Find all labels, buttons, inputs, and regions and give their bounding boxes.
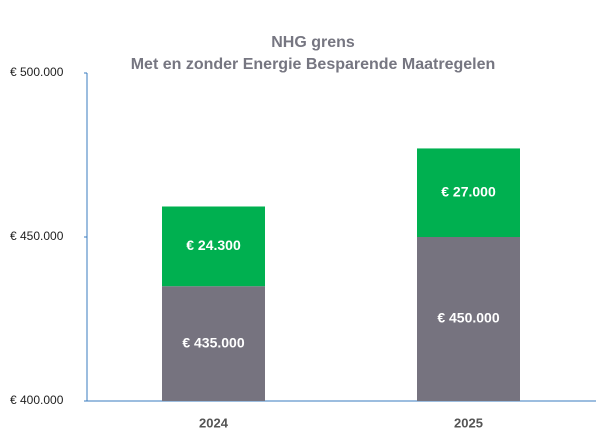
bar-segment: [417, 237, 520, 401]
chart-subtitle: Met en zonder Energie Besparende Maatreg…: [131, 56, 496, 73]
y-tick-label: € 400.000: [10, 393, 64, 407]
y-tick-label: € 450.000: [10, 229, 64, 243]
chart-title: NHG grens: [271, 34, 355, 51]
bar-segment: [162, 286, 265, 401]
x-tick-label: 2025: [454, 415, 483, 430]
value-label: € 450.000: [437, 310, 499, 326]
bar-segment: [417, 148, 520, 237]
bar-segment: [162, 206, 265, 287]
y-tick-label: € 500.000: [10, 65, 64, 79]
value-label: € 24.300: [186, 237, 241, 253]
x-tick-label: 2024: [199, 415, 229, 430]
value-label: € 435.000: [182, 334, 244, 350]
value-label: € 27.000: [441, 183, 496, 199]
